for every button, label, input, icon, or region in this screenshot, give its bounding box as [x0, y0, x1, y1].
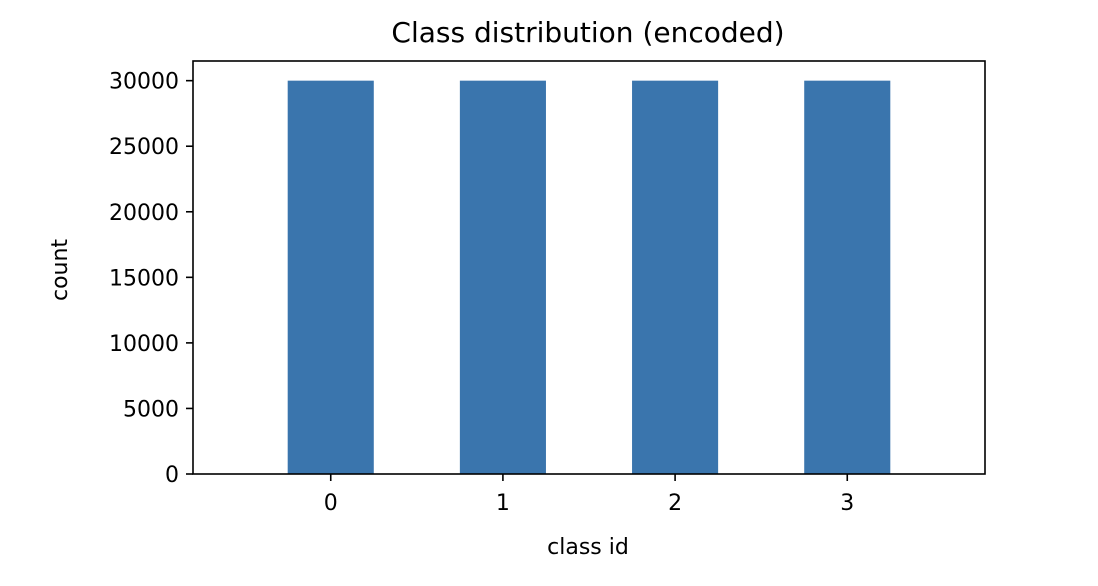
- bar-class-2: [632, 80, 719, 475]
- plot-frame: [192, 60, 986, 475]
- x-tick-label: 0: [324, 491, 338, 516]
- bar-class-3: [804, 80, 891, 475]
- y-tick-label: 25000: [109, 135, 179, 160]
- bar-class-1: [459, 80, 546, 475]
- x-tick-label: 3: [840, 491, 854, 516]
- y-tick-label: 30000: [109, 70, 179, 95]
- x-tick-label: 1: [496, 491, 510, 516]
- bar-class-0: [287, 80, 374, 475]
- y-tick-label: 10000: [109, 332, 179, 357]
- bars-layer: [287, 80, 891, 475]
- x-tick-label: 2: [668, 491, 682, 516]
- chart-title: Class distribution (encoded): [391, 16, 784, 49]
- y-tick-label: 20000: [109, 201, 179, 226]
- y-axis: 0 5000 10000 15000 20000 25000 30000: [109, 70, 193, 488]
- y-tick-label: 15000: [109, 266, 179, 291]
- y-tick-label: 0: [165, 463, 179, 488]
- y-axis-label: count: [48, 239, 73, 301]
- x-axis-label: class id: [547, 535, 629, 560]
- x-axis: 0 1 2 3: [324, 474, 854, 516]
- y-tick-label: 5000: [123, 397, 179, 422]
